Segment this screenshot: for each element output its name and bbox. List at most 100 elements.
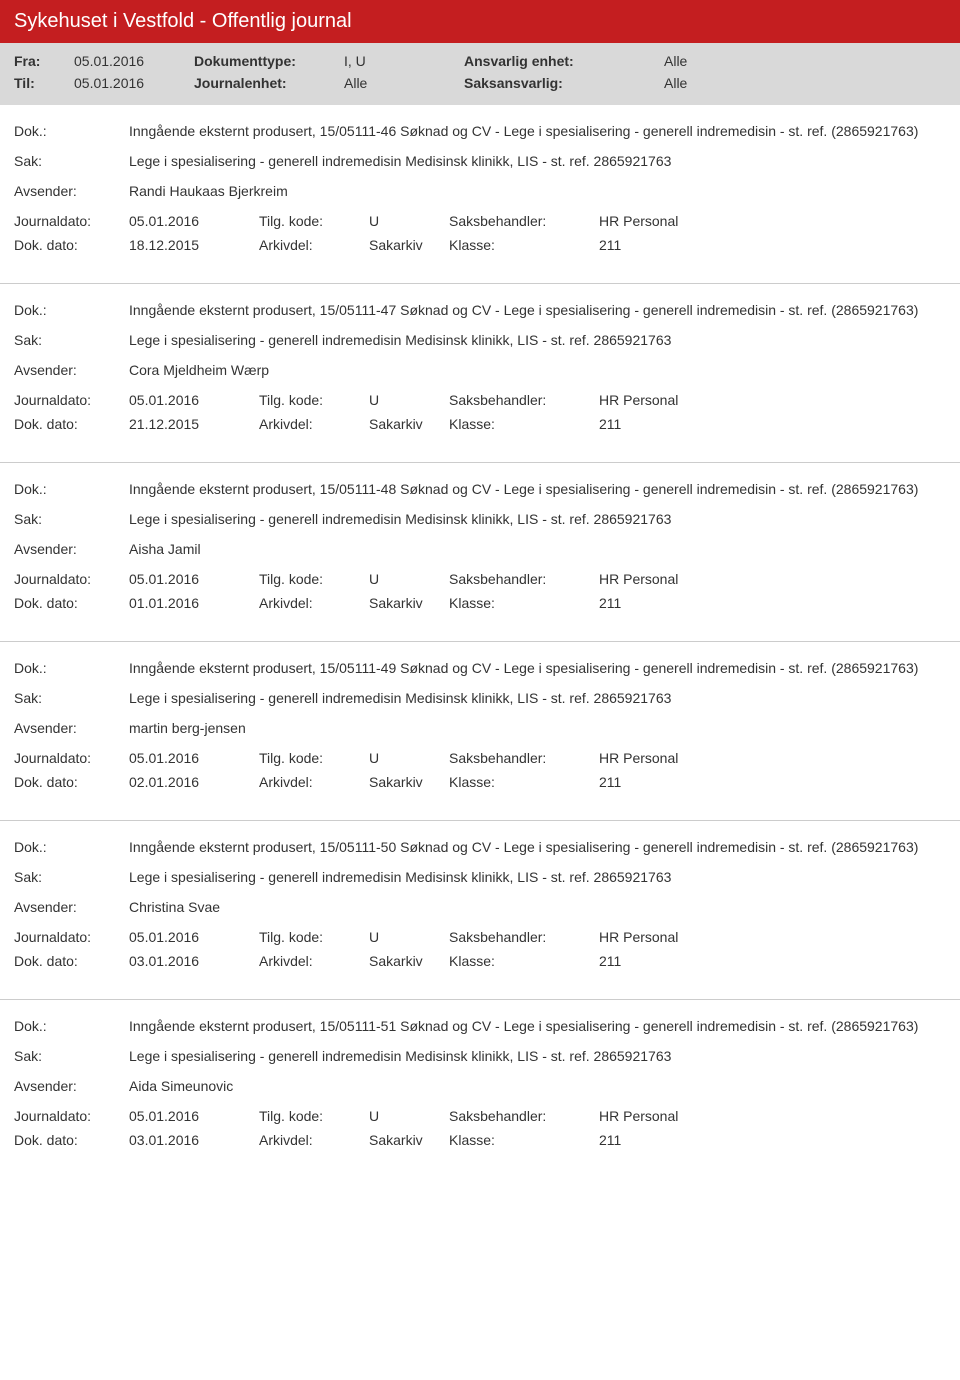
dok-value: Inngående eksternt produsert, 15/05111-5…	[129, 839, 946, 855]
avsender-value: Aisha Jamil	[129, 541, 946, 557]
journaldato-value: 05.01.2016	[129, 750, 259, 766]
fra-value: 05.01.2016	[74, 53, 194, 69]
saksbehandler-label: Saksbehandler:	[449, 392, 599, 408]
sak-label: Sak:	[14, 332, 129, 348]
sak-value: Lege i spesialisering - generell indreme…	[129, 1048, 946, 1064]
klasse-label: Klasse:	[449, 595, 599, 611]
klasse-label: Klasse:	[449, 953, 599, 969]
klasse-label: Klasse:	[449, 237, 599, 253]
journaldato-label: Journaldato:	[14, 750, 129, 766]
avsender-label: Avsender:	[14, 183, 129, 199]
saksbehandler-value: HR Personal	[599, 571, 759, 587]
arkivdel-value: Sakarkiv	[369, 595, 449, 611]
tilgkode-value: U	[369, 1108, 449, 1124]
journal-entry: Dok.: Inngående eksternt produsert, 15/0…	[0, 642, 960, 821]
saksbehandler-label: Saksbehandler:	[449, 750, 599, 766]
sak-value: Lege i spesialisering - generell indreme…	[129, 690, 946, 706]
tilgkode-value: U	[369, 750, 449, 766]
saksbehandler-label: Saksbehandler:	[449, 571, 599, 587]
journaldato-label: Journaldato:	[14, 929, 129, 945]
dok-label: Dok.:	[14, 481, 129, 497]
til-value: 05.01.2016	[74, 75, 194, 91]
avsender-value: Randi Haukaas Bjerkreim	[129, 183, 946, 199]
sak-value: Lege i spesialisering - generell indreme…	[129, 153, 946, 169]
avsender-value: Christina Svae	[129, 899, 946, 915]
avsender-label: Avsender:	[14, 541, 129, 557]
dokdato-value: 02.01.2016	[129, 774, 259, 790]
tilgkode-label: Tilg. kode:	[259, 929, 369, 945]
avsender-label: Avsender:	[14, 362, 129, 378]
dokdato-label: Dok. dato:	[14, 1132, 129, 1148]
klasse-value: 211	[599, 416, 759, 432]
sak-label: Sak:	[14, 1048, 129, 1064]
page-title: Sykehuset i Vestfold - Offentlig journal	[14, 10, 352, 32]
dok-value: Inngående eksternt produsert, 15/05111-4…	[129, 302, 946, 318]
tilgkode-value: U	[369, 213, 449, 229]
journal-entry: Dok.: Inngående eksternt produsert, 15/0…	[0, 284, 960, 463]
dok-label: Dok.:	[14, 660, 129, 676]
dokdato-label: Dok. dato:	[14, 416, 129, 432]
saksbehandler-label: Saksbehandler:	[449, 929, 599, 945]
dok-value: Inngående eksternt produsert, 15/05111-5…	[129, 1018, 946, 1034]
doktype-value: I, U	[344, 53, 464, 69]
saksansvarlig-label: Saksansvarlig:	[464, 75, 664, 91]
journal-entry: Dok.: Inngående eksternt produsert, 15/0…	[0, 821, 960, 1000]
arkivdel-value: Sakarkiv	[369, 953, 449, 969]
dokdato-label: Dok. dato:	[14, 953, 129, 969]
journalenhet-label: Journalenhet:	[194, 75, 344, 91]
dok-value: Inngående eksternt produsert, 15/05111-4…	[129, 123, 946, 139]
klasse-label: Klasse:	[449, 416, 599, 432]
ansvarlig-value: Alle	[664, 53, 784, 69]
journal-entry: Dok.: Inngående eksternt produsert, 15/0…	[0, 1000, 960, 1178]
sak-value: Lege i spesialisering - generell indreme…	[129, 332, 946, 348]
dokdato-value: 01.01.2016	[129, 595, 259, 611]
saksbehandler-value: HR Personal	[599, 392, 759, 408]
arkivdel-label: Arkivdel:	[259, 237, 369, 253]
dok-label: Dok.:	[14, 839, 129, 855]
klasse-value: 211	[599, 774, 759, 790]
klasse-value: 211	[599, 953, 759, 969]
klasse-value: 211	[599, 237, 759, 253]
dokdato-value: 18.12.2015	[129, 237, 259, 253]
avsender-label: Avsender:	[14, 1078, 129, 1094]
saksansvarlig-value: Alle	[664, 75, 784, 91]
dok-label: Dok.:	[14, 123, 129, 139]
dok-value: Inngående eksternt produsert, 15/05111-4…	[129, 481, 946, 497]
saksbehandler-value: HR Personal	[599, 750, 759, 766]
tilgkode-value: U	[369, 929, 449, 945]
saksbehandler-value: HR Personal	[599, 1108, 759, 1124]
tilgkode-label: Tilg. kode:	[259, 571, 369, 587]
tilgkode-label: Tilg. kode:	[259, 213, 369, 229]
entries-container: Dok.: Inngående eksternt produsert, 15/0…	[0, 105, 960, 1178]
sak-label: Sak:	[14, 511, 129, 527]
tilgkode-label: Tilg. kode:	[259, 392, 369, 408]
tilgkode-value: U	[369, 571, 449, 587]
journaldato-label: Journaldato:	[14, 1108, 129, 1124]
journalenhet-value: Alle	[344, 75, 464, 91]
arkivdel-value: Sakarkiv	[369, 416, 449, 432]
arkivdel-label: Arkivdel:	[259, 416, 369, 432]
avsender-value: martin berg-jensen	[129, 720, 946, 736]
journaldato-label: Journaldato:	[14, 392, 129, 408]
klasse-value: 211	[599, 1132, 759, 1148]
klasse-label: Klasse:	[449, 774, 599, 790]
dok-label: Dok.:	[14, 302, 129, 318]
sak-value: Lege i spesialisering - generell indreme…	[129, 511, 946, 527]
arkivdel-label: Arkivdel:	[259, 1132, 369, 1148]
saksbehandler-value: HR Personal	[599, 213, 759, 229]
dok-label: Dok.:	[14, 1018, 129, 1034]
journaldato-value: 05.01.2016	[129, 392, 259, 408]
saksbehandler-label: Saksbehandler:	[449, 1108, 599, 1124]
dokdato-value: 21.12.2015	[129, 416, 259, 432]
journaldato-value: 05.01.2016	[129, 1108, 259, 1124]
arkivdel-value: Sakarkiv	[369, 1132, 449, 1148]
saksbehandler-value: HR Personal	[599, 929, 759, 945]
avsender-value: Aida Simeunovic	[129, 1078, 946, 1094]
avsender-label: Avsender:	[14, 720, 129, 736]
page-header: Sykehuset i Vestfold - Offentlig journal	[0, 0, 960, 43]
sak-value: Lege i spesialisering - generell indreme…	[129, 869, 946, 885]
fra-label: Fra:	[14, 53, 74, 69]
dokdato-value: 03.01.2016	[129, 953, 259, 969]
journal-entry: Dok.: Inngående eksternt produsert, 15/0…	[0, 463, 960, 642]
saksbehandler-label: Saksbehandler:	[449, 213, 599, 229]
